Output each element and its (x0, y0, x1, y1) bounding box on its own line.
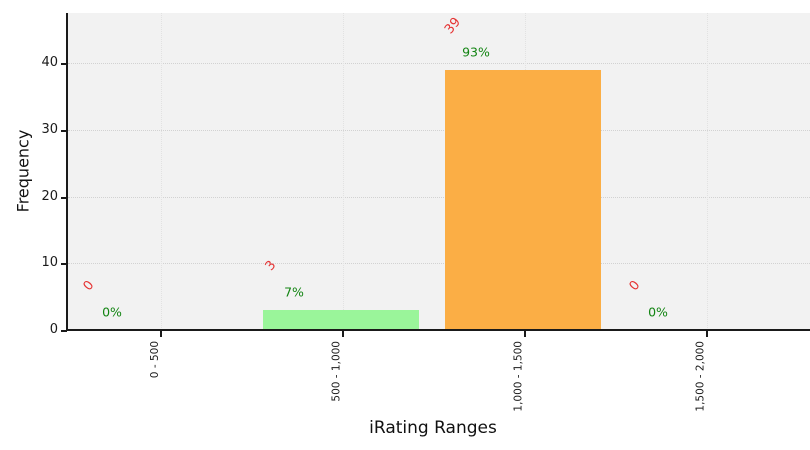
bar (445, 70, 601, 330)
y-tick-mark (61, 197, 67, 199)
x-tick-label: 1,000 - 1,500 (513, 341, 525, 412)
y-tick-label: 40 (41, 55, 58, 70)
v-gridline (707, 13, 708, 330)
h-gridline (68, 63, 810, 64)
h-gridline (68, 197, 810, 198)
y-axis-line (66, 13, 68, 331)
plot-area (68, 13, 810, 330)
bar-percent-label: 0% (102, 304, 122, 320)
x-tick-mark (524, 331, 526, 337)
bar-percent-label: 93% (462, 44, 490, 60)
bar-percent-label: 7% (284, 284, 304, 300)
x-axis-title: iRating Ranges (369, 418, 497, 438)
bar-percent-label: 0% (648, 304, 668, 320)
bar (263, 310, 419, 330)
v-gridline (161, 13, 162, 330)
h-gridline (68, 263, 810, 264)
y-tick-mark (61, 330, 67, 332)
x-axis-line (66, 329, 810, 331)
y-tick-label: 20 (41, 189, 58, 204)
x-tick-mark (706, 331, 708, 337)
y-tick-label: 10 (41, 255, 58, 270)
y-tick-mark (61, 263, 67, 265)
x-tick-label: 500 - 1,000 (331, 341, 343, 402)
x-tick-label: 1,500 - 2,000 (695, 341, 707, 412)
y-tick-mark (61, 130, 67, 132)
y-tick-mark (61, 63, 67, 65)
y-tick-label: 30 (41, 122, 58, 137)
x-tick-mark (160, 331, 162, 337)
h-gridline (68, 130, 810, 131)
x-tick-mark (342, 331, 344, 337)
x-tick-label: 0 - 500 (149, 341, 161, 379)
y-tick-label: 0 (49, 322, 58, 337)
v-gridline (343, 13, 344, 330)
